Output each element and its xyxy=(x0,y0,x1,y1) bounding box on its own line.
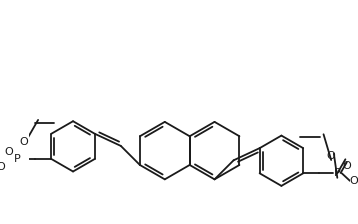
Text: O: O xyxy=(5,147,14,157)
Text: O: O xyxy=(19,137,28,147)
Text: P: P xyxy=(14,154,20,164)
Text: O: O xyxy=(0,162,5,172)
Text: O: O xyxy=(343,162,352,172)
Text: O: O xyxy=(327,151,335,162)
Text: P: P xyxy=(334,168,341,178)
Text: O: O xyxy=(349,176,358,186)
